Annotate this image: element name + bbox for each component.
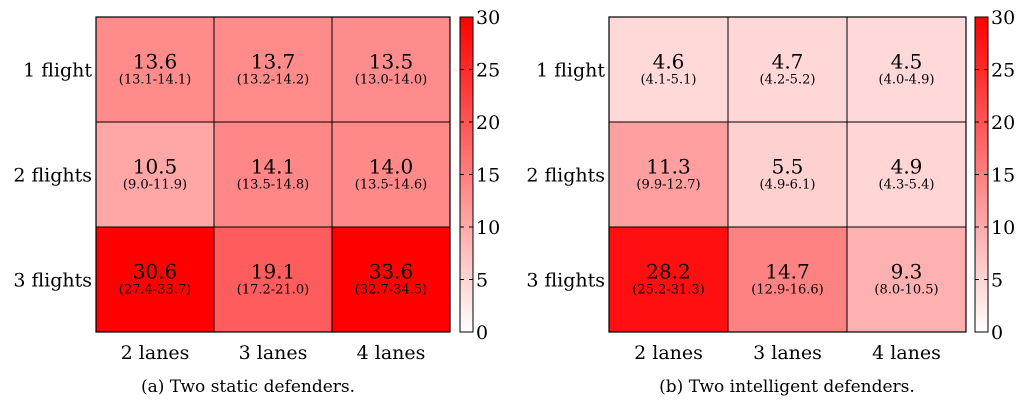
x-tick-label: 3 lanes [239,342,308,364]
heatmap-cell [213,121,333,228]
colorbar-tick-label: 25 [991,60,1015,82]
colorbar-tick-label: 5 [991,270,1003,292]
heatmap-cell [213,226,333,333]
cell-value-label: 4.5 [891,50,923,74]
cell-interval-label: (8.0-10.5) [874,283,938,298]
cell-value-label: 9.3 [891,260,923,284]
cell-value-label: 13.6 [133,50,178,74]
y-tick-label: 2 flights [13,165,92,187]
heatmap-cell [331,121,451,228]
y-tick-label: 1 flight [23,60,92,82]
heatmap-cell [95,16,215,123]
y-tick-label: 1 flight [536,60,605,82]
heatmap-cell [846,121,967,228]
heatmap-cell [727,16,848,123]
cell-value-label: 19.1 [251,260,296,284]
colorbar-tick-label: 20 [476,112,500,134]
cell-interval-label: (4.1-5.1) [641,73,697,88]
cell-interval-label: (25.2-31.3) [632,283,704,298]
cell-interval-label: (9.9-12.7) [636,178,700,193]
x-tick-label: 3 lanes [753,342,822,364]
heatmap-cell [727,121,848,228]
cell-interval-label: (27.4-33.7) [119,283,191,298]
cell-interval-label: (13.0-14.0) [355,73,427,88]
cell-value-label: 4.7 [772,50,804,74]
colorbar-tick-label: 20 [991,112,1015,134]
cell-interval-label: (17.2-21.0) [237,283,309,298]
cell-interval-label: (9.0-11.9) [123,178,187,193]
cell-interval-label: (12.9-16.6) [751,283,823,298]
colorbar-tick-label: 15 [476,165,500,187]
colorbar-tick-label: 10 [476,217,500,239]
colorbar-tick-label: 30 [991,7,1015,29]
colorbar-tick-label: 30 [476,7,500,29]
colorbar-tick-label: 0 [991,322,1003,344]
cell-value-label: 33.6 [369,260,414,284]
x-tick-label: 2 lanes [121,342,190,364]
heatmap-cell [846,226,967,333]
cell-value-label: 14.7 [765,260,810,284]
cell-value-label: 4.6 [653,50,685,74]
cell-interval-label: (13.1-14.1) [119,73,191,88]
cell-value-label: 14.1 [251,155,296,179]
cell-value-label: 10.5 [133,155,178,179]
colorbar-tick-label: 10 [991,217,1015,239]
cell-interval-label: (4.3-5.4) [879,178,935,193]
cell-value-label: 30.6 [133,260,178,284]
y-tick-label: 3 flights [13,270,92,292]
cell-interval-label: (32.7-34.5) [355,283,427,298]
panel-caption: (a) Two static defenders. [141,377,355,397]
heatmap-frame [95,16,451,333]
cell-interval-label: (4.0-4.9) [879,73,935,88]
heatmap-cell [608,16,729,123]
heatmap-cell [95,121,215,228]
cell-value-label: 13.7 [251,50,296,74]
cell-interval-label: (4.2-5.2) [760,73,816,88]
colorbar-tick-label: 5 [476,270,488,292]
cell-value-label: 14.0 [369,155,414,179]
x-tick-label: 4 lanes [357,342,426,364]
y-tick-label: 3 flights [526,270,605,292]
heatmap-frame [608,16,967,333]
heatmap-cell [213,16,333,123]
cell-interval-label: (13.5-14.8) [237,178,309,193]
panel-caption: (b) Two intelligent defenders. [659,377,915,397]
x-tick-label: 2 lanes [634,342,703,364]
cell-value-label: 11.3 [646,155,691,179]
x-tick-label: 4 lanes [872,342,941,364]
colorbar-tick-label: 25 [476,60,500,82]
cell-value-label: 13.5 [369,50,414,74]
heatmap-cell [727,226,848,333]
y-tick-label: 2 flights [526,165,605,187]
cell-interval-label: (13.2-14.2) [237,73,309,88]
cell-interval-label: (4.9-6.1) [760,178,816,193]
colorbar-tick-label: 0 [476,322,488,344]
cell-value-label: 5.5 [772,155,804,179]
colorbar-tick-label: 15 [991,165,1015,187]
cell-value-label: 4.9 [891,155,923,179]
cell-value-label: 28.2 [646,260,691,284]
cell-interval-label: (13.5-14.6) [355,178,427,193]
